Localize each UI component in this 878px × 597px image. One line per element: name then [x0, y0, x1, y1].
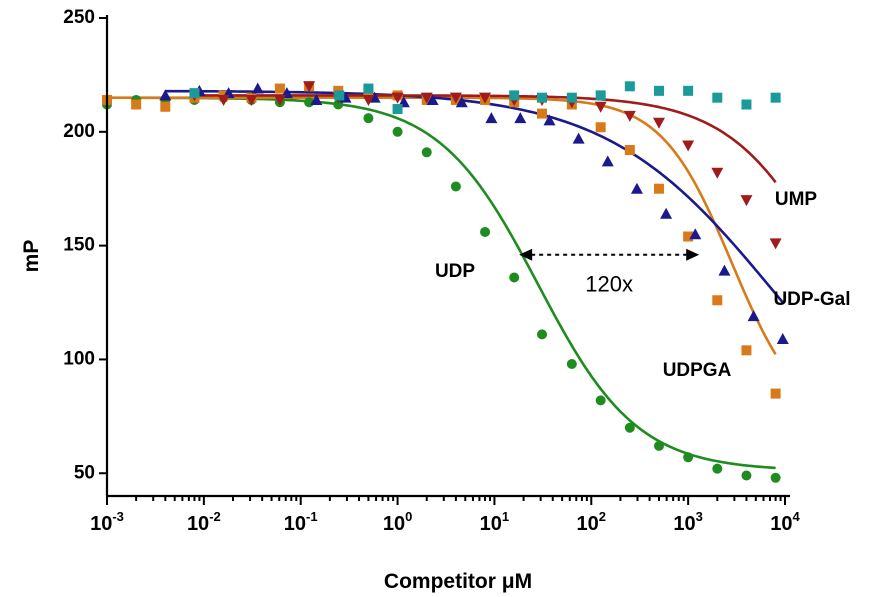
data-point [741, 99, 751, 109]
y-tick-label: 50 [74, 462, 95, 483]
series-labels: UDP UDPGA UDP-Gal UMP [435, 189, 851, 381]
y-axis-ticks: 50 100 150 200 250 [63, 7, 107, 483]
x-tick-label: 102 [577, 509, 606, 535]
data-point [275, 84, 285, 94]
x-tick-label: 101 [480, 509, 509, 535]
x-tick-label: 10-2 [187, 509, 221, 535]
data-point [480, 227, 490, 237]
data-point [654, 184, 664, 194]
data-point [189, 88, 199, 98]
data-point [567, 359, 577, 369]
data-point [393, 104, 403, 114]
y-tick-label: 100 [63, 348, 95, 369]
data-markers [102, 81, 789, 483]
data-point [252, 83, 264, 94]
data-point [771, 473, 781, 483]
data-point [631, 183, 643, 194]
data-point [509, 272, 519, 282]
data-point [625, 81, 635, 91]
x-tick-label: 104 [770, 509, 800, 535]
fold-change-annotation: 120x [519, 249, 699, 297]
data-point [537, 93, 547, 103]
data-point [711, 168, 723, 179]
data-point [712, 93, 722, 103]
data-point [573, 133, 585, 144]
series-label: UMP [775, 189, 818, 210]
data-point [625, 423, 635, 433]
data-point [334, 90, 344, 100]
data-point [683, 86, 693, 96]
data-point [596, 122, 606, 132]
data-point [537, 109, 547, 119]
data-point [741, 471, 751, 481]
data-point [509, 90, 519, 100]
data-point [712, 295, 722, 305]
x-tick-label: 10-3 [90, 509, 124, 535]
arrow-head-right [686, 249, 699, 261]
data-point [596, 395, 606, 405]
data-point [160, 102, 170, 112]
data-point [777, 333, 789, 344]
series-label: UDP-Gal [773, 289, 850, 310]
fit-curve [107, 98, 776, 355]
data-point [602, 155, 614, 166]
data-point [654, 86, 664, 96]
series-label: UDP [435, 261, 475, 282]
x-axis-ticks: 10-3 10-2 10-1 100 101 102 103 104 [90, 496, 800, 535]
data-point [363, 84, 373, 94]
data-point [596, 90, 606, 100]
data-point [514, 112, 526, 123]
data-point [683, 452, 693, 462]
data-point [451, 181, 461, 191]
data-point [567, 93, 577, 103]
data-point [422, 147, 432, 157]
data-point [771, 93, 781, 103]
fold-change-label: 120x [585, 272, 633, 297]
data-point [363, 113, 373, 123]
data-point [653, 118, 665, 129]
data-point [718, 265, 730, 276]
data-point [393, 127, 403, 137]
data-point [771, 389, 781, 399]
x-tick-label: 103 [673, 509, 702, 535]
y-axis-title: mP [20, 240, 43, 273]
data-point [131, 99, 141, 109]
plot-area [102, 81, 789, 483]
data-point [748, 310, 760, 321]
data-point [741, 345, 751, 355]
data-point [740, 195, 752, 206]
y-tick-label: 150 [63, 235, 95, 256]
data-point [712, 464, 722, 474]
x-axis-title: Competitor μM [384, 570, 532, 593]
y-tick-label: 200 [63, 121, 95, 142]
x-tick-label: 10-1 [284, 509, 318, 535]
data-point [660, 208, 672, 219]
y-tick-label: 250 [63, 7, 95, 28]
data-point [218, 95, 230, 106]
data-point [770, 238, 782, 249]
fit-curve [194, 95, 775, 182]
series-label: UDPGA [663, 360, 732, 381]
data-point [485, 112, 497, 123]
data-point [537, 329, 547, 339]
data-point [654, 441, 664, 451]
data-point [625, 145, 635, 155]
x-tick-label: 100 [383, 509, 412, 535]
data-point [682, 140, 694, 151]
